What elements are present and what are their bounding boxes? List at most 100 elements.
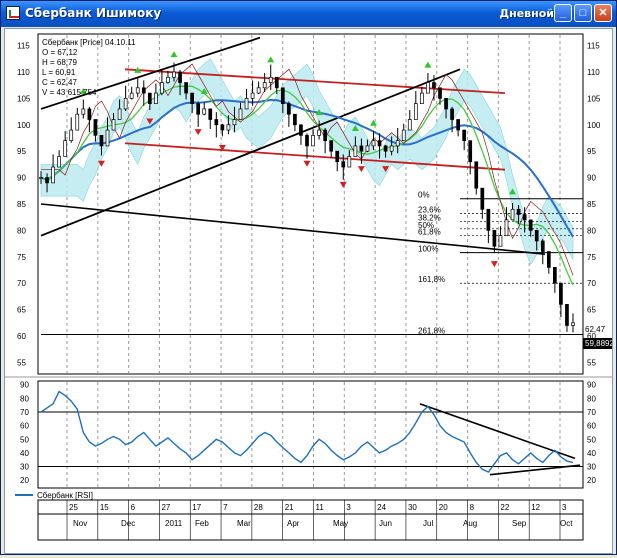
price-tick-right: 95: [587, 147, 596, 156]
candle-body: [87, 108, 92, 120]
day-label: 11: [316, 503, 325, 512]
fibonacci-level-label: 38,2%: [418, 213, 441, 222]
fibonacci-level-label: 0%: [418, 191, 430, 200]
candle-body: [359, 145, 364, 152]
price-tags: 62,47 59,8892: [583, 325, 614, 349]
maximize-button[interactable]: □: [574, 4, 592, 22]
month-label: Apr: [287, 519, 300, 528]
fibonacci-level-label: 23,6%: [418, 206, 441, 215]
day-label: 3: [346, 503, 351, 512]
minimize-button[interactable]: _: [554, 4, 572, 22]
candle-body: [426, 82, 430, 94]
fibonacci-level-label: 161,8%: [418, 275, 445, 284]
price-tick-right: 90: [587, 174, 596, 183]
candle-body: [135, 87, 140, 94]
candle-body: [226, 124, 231, 131]
title-bar[interactable]: Сбербанк Ишимоку Дневной _ □ ✕: [1, 1, 616, 27]
candle-body: [468, 140, 473, 163]
price-tick-left: 85: [17, 200, 26, 209]
candle-body: [268, 76, 273, 83]
candle-body: [262, 82, 267, 89]
candle-body: [335, 150, 340, 163]
candle-body: [462, 129, 467, 141]
price-tick-right: 60: [587, 332, 596, 341]
candle-body: [220, 124, 225, 131]
candle-body: [347, 156, 352, 168]
candle-body: [129, 92, 134, 99]
rsi-tick-left: 50: [20, 435, 29, 444]
price-tick-right: 100: [587, 121, 601, 130]
candle-body: [450, 108, 454, 120]
chart-area: 0% 23,6% 38,2% 50% 61,8% 100% 161,8% 261,8% 115…: [4, 28, 614, 554]
month-label: Oct: [560, 519, 573, 528]
candle-body: [444, 98, 448, 110]
high-value: H = 68,79: [42, 58, 77, 67]
candle-body: [196, 103, 201, 115]
rsi-tick-left: 20: [20, 476, 29, 485]
support-channel-line: [124, 142, 506, 171]
candle-body: [498, 235, 503, 247]
rsi-legend-label: Сбербанк [RSI]: [37, 491, 93, 500]
day-label: 22: [500, 503, 509, 512]
sell-signal-arrow: [339, 181, 347, 188]
candle-body: [553, 267, 557, 284]
day-label: 8: [470, 503, 475, 512]
candle-body: [317, 129, 321, 136]
day-label: 24: [377, 503, 386, 512]
window-title: Сбербанк Ишимоку: [25, 6, 162, 20]
month-label: 2011: [165, 519, 183, 528]
month-label: Jun: [379, 519, 392, 528]
buy-signal-arrow: [79, 88, 87, 95]
candle-body: [105, 129, 110, 147]
candle-body: [456, 119, 460, 131]
close-button[interactable]: ✕: [594, 4, 612, 22]
month-label: Aug: [463, 519, 477, 528]
buy-signal-arrow: [267, 56, 275, 63]
candle-body: [166, 76, 170, 83]
price-tick-right: 75: [587, 253, 596, 262]
candle-body: [75, 113, 80, 131]
price-tick-left: 95: [17, 147, 26, 156]
fast-average-line: [40, 85, 574, 286]
close-value: C = 62,47: [42, 78, 77, 87]
candle-body: [341, 161, 346, 168]
price-tick-left: 110: [17, 68, 30, 77]
candle-body: [256, 87, 261, 94]
month-label: Nov: [73, 519, 87, 528]
candle-body: [522, 214, 527, 221]
rsi-tick-left: 60: [20, 422, 29, 431]
sell-signal-arrow: [194, 129, 202, 136]
candle-body: [528, 219, 533, 231]
price-tick-right: 65: [587, 306, 596, 315]
fibonacci-level-label: 261,8%: [418, 326, 445, 335]
day-label: 12: [531, 503, 540, 512]
price-tick-left: 80: [17, 226, 26, 235]
candle-body: [190, 92, 194, 105]
price-tick-right: 70: [587, 279, 596, 288]
last-price-label: 62,47: [585, 325, 606, 334]
chart-svg[interactable]: 0%23,6%38,2%50%61,8%100%161,8%261,8% 115…: [5, 29, 614, 553]
candle-body: [420, 92, 424, 105]
sell-signal-arrow: [357, 166, 365, 173]
month-label: Dec: [121, 519, 135, 528]
candle-body: [232, 119, 237, 126]
price-tick-left: 105: [17, 94, 31, 103]
candle-body: [123, 98, 128, 110]
candle-body: [111, 119, 116, 131]
ichimoku-cloud: [40, 58, 574, 266]
rsi-plot-frame: [37, 380, 584, 489]
price-info-box: Сбербанк [Price] 04.10.11 O = 67,12 H = …: [42, 38, 136, 97]
buy-signal-arrow: [424, 61, 432, 68]
candle-body: [377, 140, 382, 147]
rsi-tick-right: 20: [587, 476, 596, 485]
candle-body: [250, 92, 255, 99]
chart-app-icon: [6, 6, 20, 20]
candle-body: [329, 140, 334, 152]
sell-signal-arrow: [146, 118, 154, 125]
candle-body: [534, 230, 539, 242]
rsi-trend-lines: [419, 403, 581, 476]
current-price-tag: [583, 338, 612, 349]
candle-body: [540, 240, 545, 252]
candle-body: [510, 208, 515, 221]
candle-body: [238, 108, 243, 120]
